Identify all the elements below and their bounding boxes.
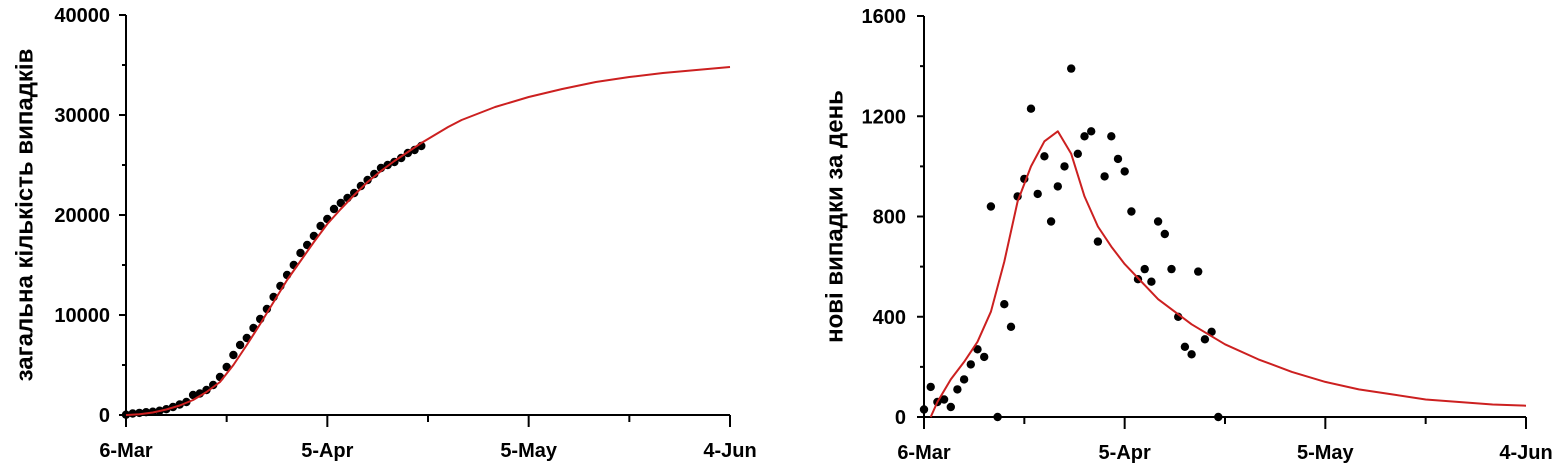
data-point — [370, 169, 379, 179]
y-tick-label: 400 — [873, 307, 906, 329]
data-point — [1087, 127, 1096, 136]
data-point — [1214, 412, 1223, 422]
y-axis-title: загальна кількість випадків — [11, 49, 38, 382]
data-point — [1040, 152, 1049, 161]
data-point — [1100, 172, 1109, 181]
data-point — [356, 181, 366, 191]
data-point — [939, 395, 949, 404]
data-point — [1073, 149, 1083, 158]
data-point — [363, 175, 372, 185]
data-point — [946, 402, 955, 412]
data-point — [919, 405, 929, 414]
data-point — [1107, 132, 1116, 141]
data-point — [209, 380, 218, 390]
y-tick-label: 30000 — [54, 105, 110, 127]
data-point — [188, 390, 198, 400]
data-point — [235, 340, 245, 350]
data-point — [1080, 132, 1089, 141]
data-point — [1200, 335, 1210, 344]
data-point — [1194, 267, 1203, 276]
x-tick-label: 5-Apr — [301, 440, 353, 462]
data-point — [1153, 217, 1163, 226]
x-tick-label: 4-Jun — [703, 440, 756, 462]
x-tick-label: 5-Apr — [1099, 442, 1151, 464]
data-point — [959, 375, 969, 384]
data-point — [1187, 350, 1196, 359]
data-point — [1033, 189, 1042, 199]
data-point — [1067, 64, 1076, 73]
data-point — [1060, 162, 1069, 171]
x-tick-label: 5-May — [500, 440, 558, 462]
fit-curve — [929, 130, 1527, 418]
y-tick-label: 10000 — [54, 305, 110, 327]
x-tick-label: 4-Jun — [1499, 442, 1552, 464]
y-tick-label: 0 — [895, 407, 906, 429]
data-point — [1026, 104, 1036, 113]
data-point — [336, 198, 345, 208]
data-point — [993, 412, 1002, 422]
data-point — [986, 202, 996, 211]
data-point — [1147, 277, 1156, 286]
data-point — [1093, 237, 1103, 246]
data-point — [229, 350, 238, 360]
data-point — [1167, 264, 1176, 274]
data-point — [1120, 167, 1129, 176]
x-tick-label: 6-Mar — [99, 440, 153, 462]
data-point — [296, 248, 305, 258]
x-tick-label: 6-Mar — [897, 442, 951, 464]
data-point — [1046, 217, 1056, 226]
fit-curve — [125, 66, 731, 416]
y-tick-label: 40000 — [54, 5, 110, 27]
data-point — [953, 385, 962, 394]
data-point — [350, 188, 359, 198]
data-point — [1053, 182, 1063, 191]
data-point — [329, 204, 339, 214]
chart-new-cases-per-day: 0 400 800 1200 1600 6-Mar 5-Apr 5-May 4-Jun нові … — [821, 6, 1552, 464]
data-point — [316, 221, 325, 231]
data-point — [222, 362, 231, 372]
data-point — [1140, 264, 1149, 274]
data-point — [980, 352, 989, 362]
data-point — [926, 382, 935, 392]
y-tick-label: 20000 — [54, 205, 110, 227]
y-axis-title: нові випадки за день — [821, 90, 848, 343]
data-point — [1113, 154, 1123, 164]
data-point — [1000, 300, 1009, 309]
data-point — [973, 345, 982, 354]
data-point — [1180, 342, 1190, 351]
y-tick-label: 1600 — [862, 6, 907, 28]
x-tick-label: 5-May — [1297, 442, 1355, 464]
y-tick-label: 1200 — [862, 106, 907, 128]
data-point — [966, 360, 975, 369]
data-point — [1127, 207, 1136, 216]
data-point — [1006, 322, 1016, 331]
y-tick-label: 800 — [873, 207, 906, 229]
chart-total-cases: 0 10000 20000 30000 40000 6-Mar 5-Apr 5-May 4-Ju… — [11, 5, 756, 462]
y-tick-label: 0 — [99, 405, 110, 427]
data-point — [1160, 229, 1170, 239]
